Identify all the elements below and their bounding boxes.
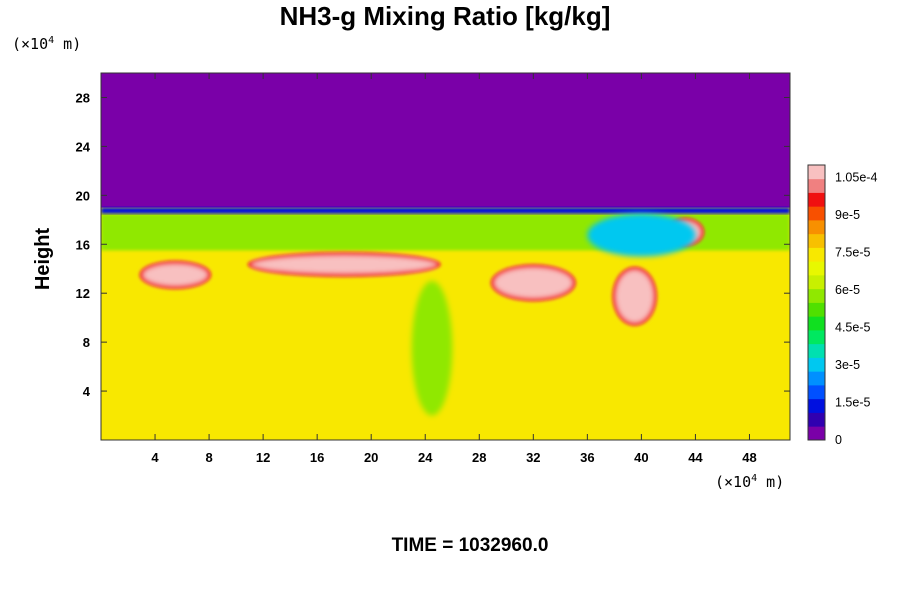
x-tick-label: 40 [634, 450, 648, 465]
x-tick-label: 24 [418, 450, 433, 465]
x-tick-label: 28 [472, 450, 486, 465]
x-tick-label: 8 [205, 450, 212, 465]
colorbar-labels: 1.05e-4 9e-5 7.5e-5 6e-5 4.5e-5 3e-5 1.5e-5 0 [835, 171, 877, 448]
feature-band [101, 207, 790, 214]
colorbar-segment [808, 288, 825, 303]
y-tick-label: 12 [76, 286, 90, 301]
plot-frame [100, 72, 791, 441]
colorbar-label: 1.5e-5 [835, 396, 870, 410]
x-tick-label: 12 [256, 450, 270, 465]
colorbar-frame [807, 164, 826, 441]
colorbar-segment [808, 330, 825, 345]
colorbar-segment [808, 275, 825, 290]
y-tick-label: 28 [76, 90, 90, 105]
colorbar-segment [808, 220, 825, 235]
chart-title: NH3-g Mixing Ratio [kg/kg] [280, 1, 611, 31]
colorbar-label: 4.5e-5 [835, 321, 870, 335]
colorbar-segment [808, 261, 825, 276]
colorbar-segment [808, 206, 825, 221]
heatmap-field [101, 73, 790, 440]
y-tick-label: 24 [76, 139, 91, 154]
x-tick-label: 44 [688, 450, 703, 465]
x-tick-label: 32 [526, 450, 540, 465]
colorbar-label: 0 [835, 433, 842, 447]
feature-patch [614, 268, 655, 324]
colorbar-segment [808, 412, 825, 427]
colorbar-segment [808, 233, 825, 248]
colorbar-segment [808, 302, 825, 317]
colorbar-label: 1.05e-4 [835, 171, 877, 185]
colorbar-label: 6e-5 [835, 283, 860, 297]
feature-plume [411, 280, 453, 416]
colorbar-segment [808, 192, 825, 207]
x-tick-label: 36 [580, 450, 594, 465]
x-tick-label: 20 [364, 450, 378, 465]
x-axis: 4 8 12 16 20 24 28 32 36 40 44 48 [151, 73, 757, 465]
feature-patch [141, 262, 210, 288]
colorbar-label: 7.5e-5 [835, 246, 870, 260]
y-tick-label: 8 [83, 335, 90, 350]
colorbar-segment [808, 385, 825, 400]
y-tick-label: 20 [76, 188, 90, 203]
feature-patch [492, 266, 574, 300]
y-tick-label: 4 [83, 384, 91, 399]
y-unit-label: (×104 m) [12, 35, 81, 53]
colorbar-segment [808, 357, 825, 372]
colorbar-segment [808, 247, 825, 262]
time-label: TIME = 1032960.0 [392, 535, 549, 556]
colorbar-segment [808, 343, 825, 358]
colorbar-segment [808, 371, 825, 386]
colorbar-label: 3e-5 [835, 358, 860, 372]
colorbar-segment [808, 426, 825, 441]
y-tick-label: 16 [76, 237, 90, 252]
x-unit-label: (×104 m) [715, 473, 784, 491]
colorbar-segment [808, 398, 825, 413]
x-tick-label: 4 [151, 450, 159, 465]
y-axis: 4 8 12 16 20 24 28 [76, 90, 790, 399]
y-axis-label: Height [32, 228, 54, 291]
colorbar-label: 9e-5 [835, 208, 860, 222]
x-tick-label: 48 [742, 450, 756, 465]
x-tick-label: 16 [310, 450, 324, 465]
feature-patch [249, 254, 439, 275]
colorbar-segment [808, 316, 825, 331]
feature-patch [587, 213, 696, 257]
colorbar-segment [808, 165, 825, 180]
colorbar [807, 164, 826, 441]
colorbar-segment [808, 178, 825, 193]
